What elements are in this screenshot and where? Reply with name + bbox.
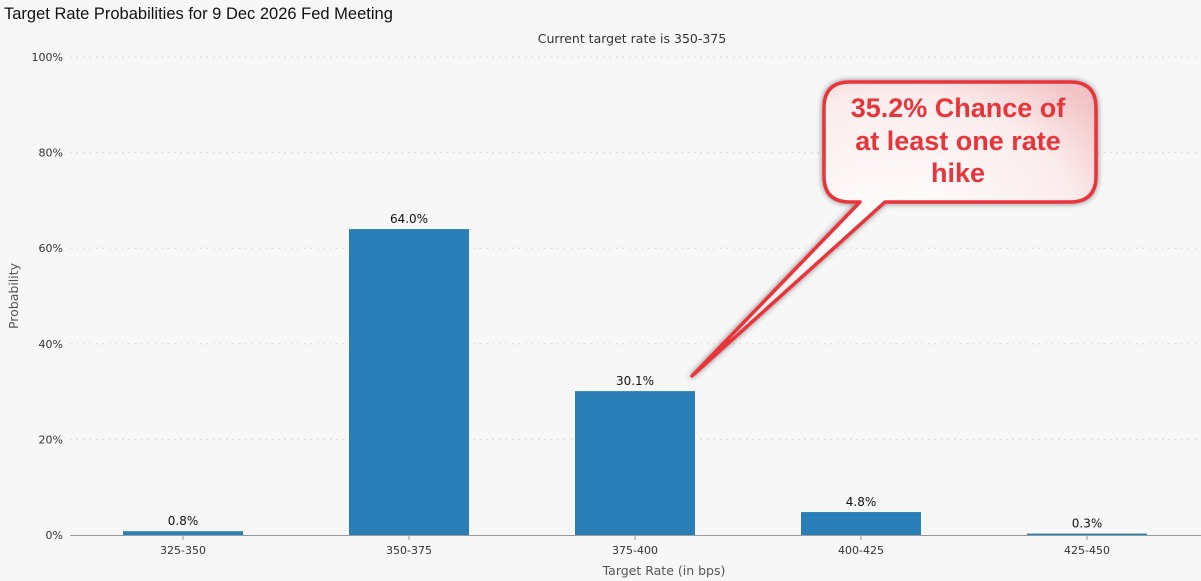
- x-axis-label: Target Rate (in bps): [602, 563, 726, 578]
- annotation-callout: [690, 80, 1098, 378]
- bar[interactable]: [801, 512, 921, 535]
- y-tick-label: 80%: [39, 147, 63, 160]
- x-tick-label: 400-425: [838, 544, 884, 557]
- x-tick-labels: 325-350 350-375 375-400 400-425 425-450: [160, 535, 1110, 557]
- y-axis-label: Probability: [6, 262, 21, 329]
- x-tick-label: 325-350: [160, 544, 206, 557]
- bar[interactable]: [349, 229, 469, 535]
- y-tick-label: 100%: [32, 51, 63, 64]
- chart-subtitle: Current target rate is 350-375: [538, 31, 726, 46]
- data-label: 4.8%: [846, 495, 877, 509]
- x-tick-label: 375-400: [612, 544, 658, 557]
- y-tick-labels: 0% 20% 40% 60% 80% 100%: [32, 51, 63, 542]
- x-tick-label: 425-450: [1064, 544, 1110, 557]
- bar[interactable]: [1027, 533, 1147, 535]
- callout-line-2: at least one rate: [855, 126, 1061, 156]
- y-tick-label: 0%: [46, 529, 63, 542]
- data-label: 0.8%: [168, 514, 199, 528]
- y-tick-label: 60%: [39, 242, 63, 255]
- callout-bubble: [690, 80, 1098, 378]
- data-label: 0.3%: [1072, 517, 1103, 531]
- page-title: Target Rate Probabilities for 9 Dec 2026…: [4, 5, 393, 23]
- bars: 0.8% 64.0% 30.1% 4.8% 0.3%: [123, 212, 1147, 535]
- callout-line-3: hike: [931, 158, 985, 188]
- data-label: 64.0%: [390, 212, 428, 226]
- y-tick-label: 40%: [39, 338, 63, 351]
- x-tick-label: 350-375: [386, 544, 432, 557]
- bar[interactable]: [575, 391, 695, 535]
- callout-line-1: 35.2% Chance of: [851, 93, 1067, 123]
- data-label: 30.1%: [616, 374, 654, 388]
- y-tick-label: 20%: [39, 433, 63, 446]
- bar[interactable]: [123, 531, 243, 535]
